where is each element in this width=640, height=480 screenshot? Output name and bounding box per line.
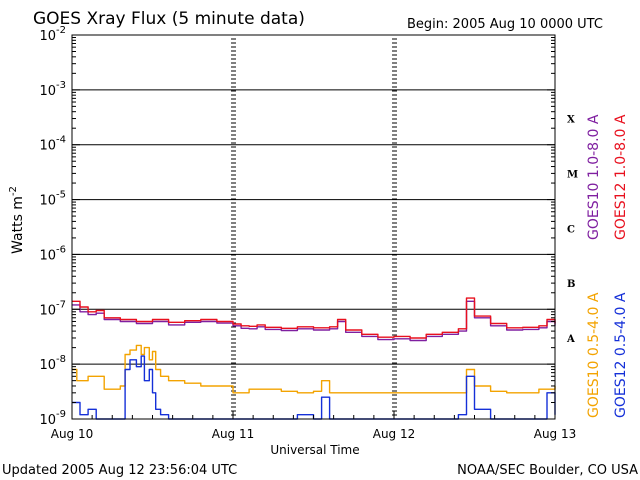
x-tick-label: Aug 12 [373, 427, 416, 441]
y-tick-label-base: 10 [39, 248, 56, 263]
grid-layer [72, 38, 555, 416]
y-tick-label-base: 10 [39, 29, 56, 44]
y-tick-label-exponent: -6 [56, 244, 66, 255]
series-line [72, 355, 556, 420]
y-tick-label-exponent: -5 [56, 190, 66, 201]
y-tick-label: 10-9 [39, 409, 66, 428]
y-tick-label-base: 10 [39, 413, 56, 428]
y-tick-label-exponent: -4 [56, 135, 66, 146]
y-tick-label: 10-4 [39, 135, 66, 154]
y-tick-label-exponent: -7 [56, 299, 66, 310]
y-tick-label: 10-2 [39, 25, 66, 44]
flare-class-label: X [567, 115, 575, 126]
y-tick-label-base: 10 [39, 194, 56, 209]
y-tick-label-base: 10 [39, 358, 56, 373]
x-axis: Aug 10 Aug 11 Aug 12 Aug 13 [51, 411, 577, 441]
y-axis-title-text: Watts m [10, 196, 26, 254]
flare-class-labels: X M C B A [566, 115, 578, 345]
legend-entry: GOES12 0.5-4.0 A [613, 292, 629, 418]
y-tick-label-base: 10 [39, 139, 56, 154]
y-axis-title: Watts m-2 [8, 186, 26, 254]
begin-label: Begin: 2005 Aug 10 0000 UTC [407, 17, 603, 32]
flare-class-label: A [566, 334, 575, 345]
series-layer [72, 297, 556, 420]
y-tick-label-exponent: -8 [56, 354, 66, 365]
y-tick-label-base: 10 [39, 303, 56, 318]
y-tick-label-base: 10 [39, 84, 56, 99]
y-axis: 10-210-310-410-510-610-710-810-9 [39, 25, 555, 428]
y-tick-label: 10-8 [39, 354, 66, 373]
legend-entry: GOES12 1.0-8.0 A [613, 114, 629, 240]
legend: GOES10 1.0-8.0 A GOES12 1.0-8.0 A GOES10 0… [586, 114, 629, 418]
x-tick-label: Aug 11 [212, 427, 255, 441]
legend-entry: GOES10 0.5-4.0 A [586, 292, 602, 418]
x-tick-label: Aug 13 [534, 427, 577, 441]
y-tick-label: 10-3 [39, 80, 66, 99]
x-tick-label: Aug 10 [51, 427, 94, 441]
y-tick-label: 10-5 [39, 190, 66, 209]
updated-timestamp: Updated 2005 Aug 12 23:56:04 UTC [2, 463, 237, 478]
chart-title: GOES Xray Flux (5 minute data) [33, 9, 305, 29]
y-tick-label: 10-7 [39, 299, 66, 318]
series-line [72, 297, 556, 339]
y-tick-label-exponent: -9 [56, 409, 66, 420]
legend-entry: GOES10 1.0-8.0 A [586, 114, 602, 240]
y-tick-label: 10-6 [39, 244, 66, 263]
flare-class-label: M [567, 169, 578, 180]
flare-class-label: C [567, 224, 575, 235]
y-axis-title-exponent: -2 [8, 186, 19, 196]
x-axis-title: Universal Time [270, 443, 359, 457]
flare-class-label: B [567, 279, 575, 290]
y-tick-label-exponent: -2 [56, 25, 66, 36]
source-credit: NOAA/SEC Boulder, CO USA [457, 463, 638, 478]
y-tick-label-exponent: -3 [56, 80, 66, 91]
